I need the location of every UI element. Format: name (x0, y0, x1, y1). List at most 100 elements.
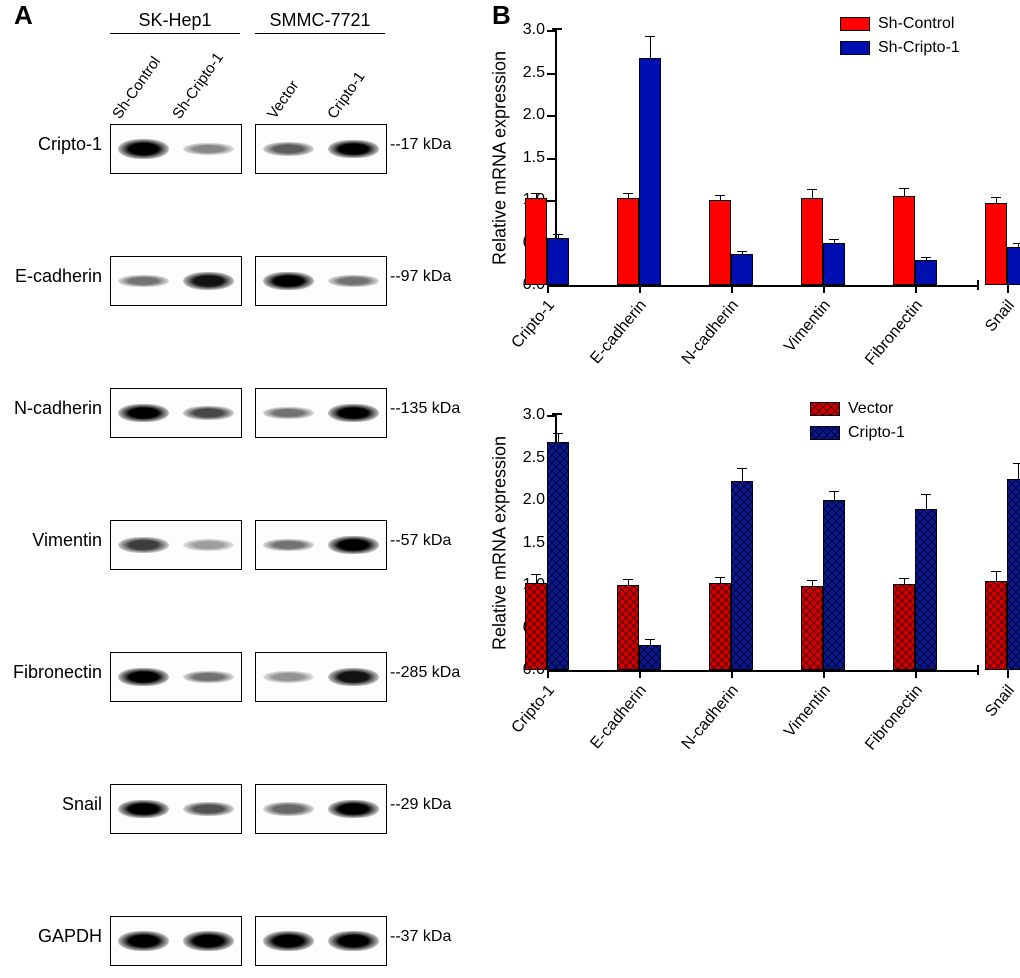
blot-box-smmc (255, 784, 387, 834)
error-cap (737, 468, 747, 469)
error-bar (812, 581, 813, 586)
legend-item: Vector (810, 400, 905, 418)
error-bar (650, 37, 651, 58)
lane-sh-cripto: Sh-Cripto-1 (169, 49, 227, 122)
x-tick (639, 285, 641, 293)
error-cap (807, 580, 817, 581)
band (118, 800, 169, 818)
blot-kda: --135 kDa (390, 400, 460, 418)
band (118, 931, 169, 950)
error-cap (531, 574, 541, 575)
error-cap (991, 571, 1001, 572)
bar (709, 200, 731, 285)
band (263, 802, 314, 815)
figure-root: A B SK-Hep1 SMMC-7721 Sh-Control Sh-Crip… (0, 0, 1020, 791)
bar (823, 500, 845, 670)
blot-box-smmc (255, 124, 387, 174)
blot-row-label: E-cadherin (10, 266, 102, 287)
bar (801, 198, 823, 285)
band (118, 275, 169, 288)
band (118, 668, 169, 687)
bar (525, 198, 547, 285)
bar (617, 585, 639, 670)
lane-vector: Vector (264, 77, 302, 122)
error-bar (926, 258, 927, 260)
band (183, 671, 234, 684)
error-cap (899, 188, 909, 189)
error-bar (558, 235, 559, 238)
band (328, 536, 379, 555)
blot-row: E-cadherin --97 kDa (10, 252, 470, 318)
plot-area: 0.00.51.01.52.02.53.0 (555, 30, 977, 287)
blot-row: Snail --29 kDa (10, 780, 470, 846)
x-tick (823, 285, 825, 293)
blot-kda: --37 kDa (390, 928, 451, 946)
blot-kda: --97 kDa (390, 268, 451, 286)
panel-b: 0.00.51.01.52.02.53.0 Relative mRNA expre… (490, 10, 1010, 770)
x-tick (1007, 670, 1009, 678)
legend-swatch (810, 402, 840, 416)
band (328, 140, 379, 159)
blot-box-sk (110, 520, 242, 570)
x-tick (823, 670, 825, 678)
blot-row: Cripto-1--17 kDa (10, 120, 470, 186)
blot-headers: SK-Hep1 SMMC-7721 Sh-Control Sh-Cripto-1… (10, 10, 470, 90)
chart-top: 0.00.51.01.52.02.53.0 Relative mRNA expre… (490, 10, 1010, 390)
band (263, 142, 314, 156)
x-tick (915, 285, 917, 293)
legend-item: Cripto-1 (810, 424, 905, 442)
cellline-sk-hep1: SK-Hep1 (110, 10, 240, 34)
legend-label: Sh-Control (878, 15, 954, 33)
y-axis-label: Relative mRNA expression (490, 50, 511, 264)
x-tick (1007, 285, 1009, 293)
legend-item: Sh-Control (840, 15, 960, 33)
x-tick (547, 670, 549, 678)
band (183, 539, 234, 550)
blot-box-smmc (255, 388, 387, 438)
x-tick-label: N-cadherin (678, 682, 743, 755)
blot-row-label: Vimentin (10, 530, 102, 551)
error-bar (1018, 244, 1019, 247)
blot-box-sk (110, 784, 242, 834)
y-tick-label: 3.0 (523, 406, 557, 424)
error-bar (720, 578, 721, 583)
x-tick-label: Vimentin (770, 682, 835, 755)
band (263, 407, 314, 420)
blot-row-label: N-cadherin (10, 398, 102, 419)
error-bar (996, 198, 997, 202)
band (183, 272, 234, 289)
y-tick-label: 1.5 (523, 149, 557, 167)
y-tick-label: 3.0 (523, 21, 557, 39)
blot-row-label: Snail (10, 794, 102, 815)
lane-cripto: Cripto-1 (324, 69, 369, 122)
error-bar (834, 492, 835, 501)
band (263, 272, 314, 291)
x-tick-label: N-cadherin (678, 297, 743, 370)
error-cap (921, 494, 931, 495)
bar (639, 58, 661, 285)
error-bar (834, 240, 835, 243)
band (118, 139, 169, 158)
legend: Sh-Control Sh-Cripto-1 (840, 15, 960, 63)
blot-row-label: Cripto-1 (10, 134, 102, 155)
bar (709, 583, 731, 670)
error-bar (996, 572, 997, 581)
band (328, 931, 379, 950)
blot-row-label: Fibronectin (10, 662, 102, 683)
error-cap (645, 639, 655, 640)
chart-bottom: 0.00.51.01.52.02.53.0Relative mRNA expre… (490, 395, 1010, 775)
blot-kda: --57 kDa (390, 532, 451, 550)
bar (1007, 247, 1020, 285)
error-bar (742, 469, 743, 481)
band (183, 802, 234, 816)
blot-row: GAPDH--37 kDa (10, 912, 470, 978)
legend-label: Sh-Cripto-1 (878, 39, 960, 57)
error-bar (558, 434, 559, 443)
x-tick-label: Snail (954, 297, 1019, 370)
blot-row: N-cadherin --135 kDa (10, 384, 470, 450)
panel-a: SK-Hep1 SMMC-7721 Sh-Control Sh-Cripto-1… (10, 10, 470, 552)
x-tick-label: Fibronectin (862, 682, 927, 755)
blot-kda: --29 kDa (390, 796, 451, 814)
blot-box-smmc (255, 520, 387, 570)
x-tick (915, 670, 917, 678)
